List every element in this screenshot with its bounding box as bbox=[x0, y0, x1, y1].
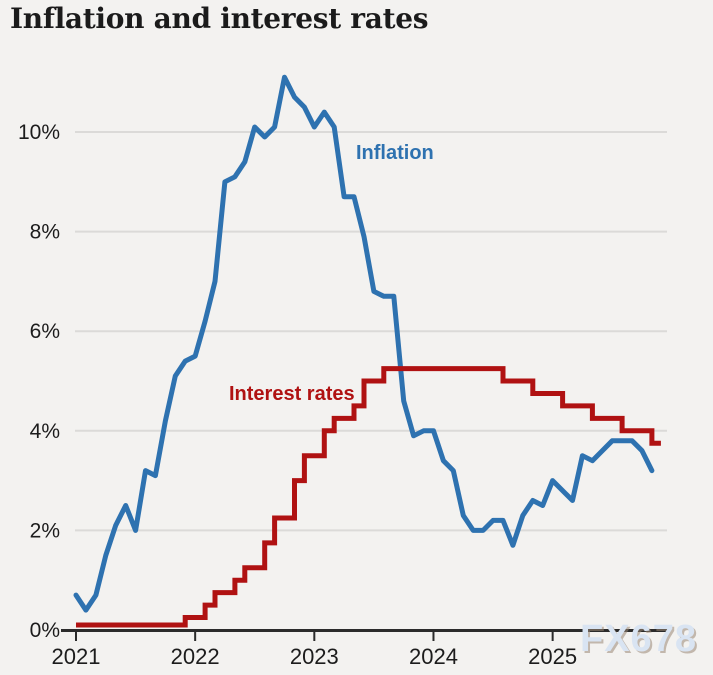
y-tick-label: 4% bbox=[30, 420, 60, 443]
x-tick-label: 2022 bbox=[171, 644, 220, 669]
x-tick-label: 2024 bbox=[409, 644, 458, 669]
y-tick-label: 6% bbox=[30, 320, 60, 343]
inflation-line bbox=[73, 74, 655, 613]
y-tick-label: 10% bbox=[18, 121, 60, 144]
interest-rates-line bbox=[76, 366, 661, 628]
x-tick-label: 2025 bbox=[528, 644, 577, 669]
interest-rates-series-label: Interest rates bbox=[229, 383, 355, 405]
chart-title: Inflation and interest rates bbox=[10, 2, 429, 35]
watermark-text: FX678 bbox=[580, 618, 697, 660]
x-tick-label: 2023 bbox=[290, 644, 339, 669]
y-tick-label: 8% bbox=[30, 221, 60, 244]
y-tick-label: 0% bbox=[30, 619, 60, 642]
inflation-series-label: Inflation bbox=[356, 142, 434, 164]
y-tick-label: 2% bbox=[30, 519, 60, 542]
x-tick-label: 2021 bbox=[52, 644, 101, 669]
